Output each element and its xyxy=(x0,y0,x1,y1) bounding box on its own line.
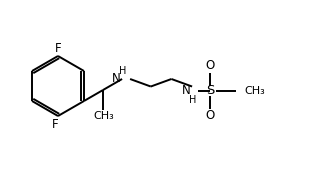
Text: O: O xyxy=(205,59,215,72)
Text: CH₃: CH₃ xyxy=(94,111,114,121)
Text: F: F xyxy=(52,118,58,130)
Text: N: N xyxy=(182,84,191,97)
Text: CH₃: CH₃ xyxy=(244,86,265,96)
Text: N: N xyxy=(112,73,121,86)
Text: F: F xyxy=(55,42,61,55)
Text: S: S xyxy=(206,84,214,97)
Text: H: H xyxy=(119,66,127,76)
Text: O: O xyxy=(205,109,215,122)
Text: H: H xyxy=(190,95,197,105)
